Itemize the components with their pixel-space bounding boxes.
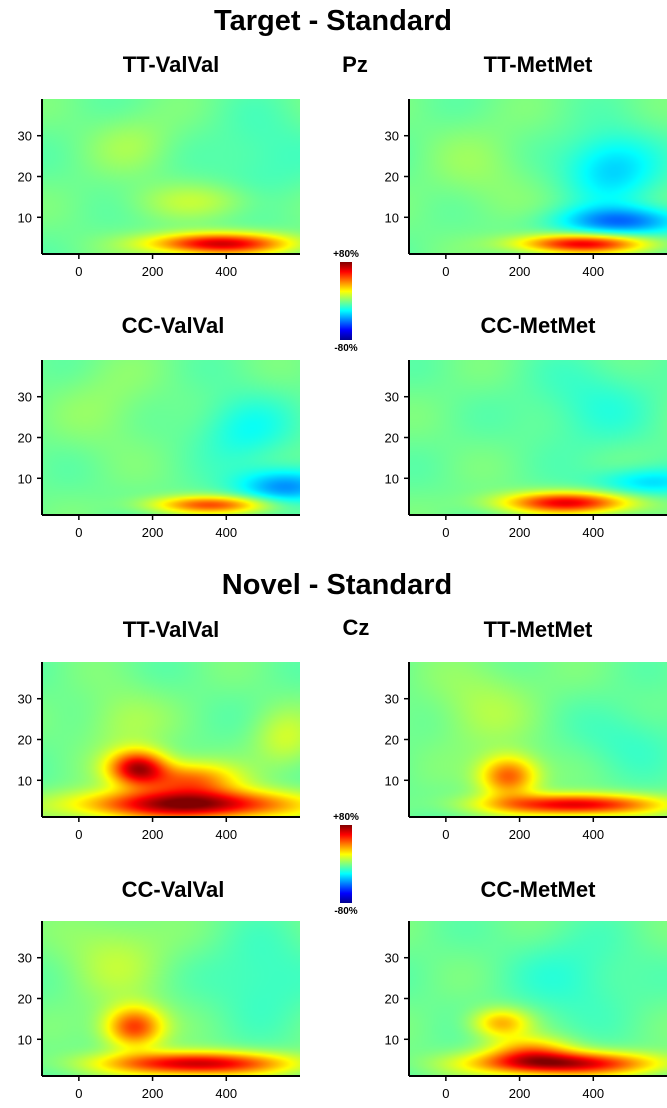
x-tick-label: 0 [442,525,449,540]
x-tick-label: 200 [509,1086,531,1101]
colorbar-min-label: -80% [334,906,357,917]
panel-title: TT-ValVal [123,617,220,642]
y-tick-label: 20 [18,733,32,748]
colorbar-max-label: +80% [333,812,359,823]
heatmap-image [42,921,300,1076]
panel-title: TT-ValVal [123,52,220,77]
y-tick-label: 30 [385,390,399,405]
x-tick-label: 0 [75,827,82,842]
heatmap-image [409,921,667,1076]
y-tick-label: 30 [18,129,32,144]
y-tick-label: 30 [385,951,399,966]
heatmap-panel: 0 200 400 10 20 30 [18,360,300,540]
x-tick-label: 200 [142,827,164,842]
y-tick-label: 30 [18,390,32,405]
panel-title: TT-MetMet [484,617,593,642]
x-tick-label: 0 [75,264,82,279]
y-tick-label: 10 [18,471,32,486]
panel-title: CC-MetMet [481,313,597,338]
heatmap-panel: 0 200 400 10 20 30 [385,360,667,540]
section-title: Target - Standard [214,5,452,37]
x-tick-label: 400 [215,827,237,842]
x-tick-label: 400 [215,525,237,540]
colorbar-max-label: +80% [333,249,359,260]
heatmap-panel: 0 200 400 10 20 30 [18,99,300,279]
y-tick-label: 20 [385,992,399,1007]
y-tick-label: 30 [385,692,399,707]
colorbar-min-label: -80% [334,343,357,354]
x-tick-label: 200 [509,827,531,842]
section-title: Novel - Standard [222,569,452,601]
y-tick-label: 10 [385,471,399,486]
x-tick-label: 0 [75,1086,82,1101]
x-tick-label: 400 [582,1086,604,1101]
colorbar [340,825,352,903]
x-tick-label: 400 [582,264,604,279]
x-tick-label: 400 [582,525,604,540]
x-tick-label: 200 [142,1086,164,1101]
x-tick-label: 400 [215,1086,237,1101]
panel-title: CC-MetMet [481,877,597,902]
panel-title: CC-ValVal [122,313,225,338]
y-tick-label: 10 [385,773,399,788]
heatmap-image [409,360,667,515]
y-tick-label: 20 [385,733,399,748]
colorbar [340,262,352,340]
y-tick-label: 30 [385,129,399,144]
y-tick-label: 10 [18,773,32,788]
heatmap-panel: 0 200 400 10 20 30 [385,921,667,1101]
x-tick-label: 0 [442,1086,449,1101]
x-tick-label: 200 [142,264,164,279]
y-tick-label: 20 [385,170,399,185]
heatmap-image [42,360,300,515]
y-tick-label: 10 [18,210,32,225]
heatmap-image [409,662,667,817]
heatmap-panel: 0 200 400 10 20 30 [18,662,300,842]
x-tick-label: 0 [442,827,449,842]
x-tick-label: 200 [509,264,531,279]
x-tick-label: 0 [75,525,82,540]
electrode-label: Cz [343,615,370,640]
y-tick-label: 20 [18,170,32,185]
y-tick-label: 30 [18,951,32,966]
y-tick-label: 20 [18,992,32,1007]
heatmap-panel: 0 200 400 10 20 30 [385,99,667,279]
panel-title: TT-MetMet [484,52,593,77]
y-tick-label: 20 [385,431,399,446]
heatmap-panel: 0 200 400 10 20 30 [385,662,667,842]
heatmap-panel: 0 200 400 10 20 30 [18,921,300,1101]
x-tick-label: 200 [509,525,531,540]
heatmap-image [409,99,667,254]
x-tick-label: 0 [442,264,449,279]
x-tick-label: 400 [582,827,604,842]
y-tick-label: 10 [385,210,399,225]
heatmap-image [42,99,300,254]
heatmap-image [42,662,300,817]
panel-title: CC-ValVal [122,877,225,902]
electrode-label: Pz [342,52,368,77]
y-tick-label: 20 [18,431,32,446]
y-tick-label: 10 [385,1032,399,1047]
y-tick-label: 30 [18,692,32,707]
x-tick-label: 200 [142,525,164,540]
y-tick-label: 10 [18,1032,32,1047]
x-tick-label: 400 [215,264,237,279]
